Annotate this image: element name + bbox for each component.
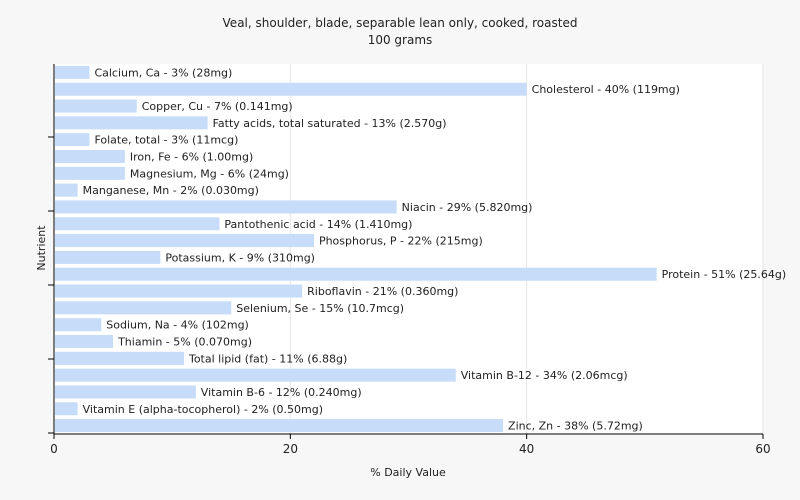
bar-label: Fatty acids, total saturated - 13% (2.57…: [213, 117, 447, 130]
x-tick-label: 40: [519, 442, 534, 456]
bar: [55, 368, 456, 382]
bar: [55, 318, 102, 332]
bar-labels-group: Calcium, Ca - 3% (28mg) Cholesterol - 40%…: [83, 66, 787, 432]
bar-label: Calcium, Ca - 3% (28mg): [94, 66, 232, 79]
bars-group: [55, 65, 657, 433]
bar: [55, 234, 314, 248]
bar-label: Vitamin E (alpha-tocopherol) - 2% (0.50m…: [83, 403, 323, 416]
x-axis-label: % Daily Value: [370, 466, 446, 479]
bar-label: Cholesterol - 40% (119mg): [532, 83, 680, 96]
bar: [55, 65, 90, 79]
bar-label: Copper, Cu - 7% (0.141mg): [142, 100, 293, 113]
bar: [55, 385, 196, 399]
bar-label: Protein - 51% (25.64g): [662, 268, 787, 281]
bar: [55, 166, 125, 180]
bar-label: Vitamin B-6 - 12% (0.240mg): [201, 386, 362, 399]
bar: [55, 150, 125, 163]
bar: [55, 301, 232, 315]
bar-label: Zinc, Zn - 38% (5.72mg): [508, 420, 643, 433]
tick-labels-group: 0 20 40 60: [50, 442, 770, 456]
bar-label: Pantothenic acid - 14% (1.410mg): [224, 218, 412, 231]
bar-label: Iron, Fe - 6% (1.00mg): [130, 151, 253, 164]
x-tick-label: 0: [50, 442, 58, 456]
bar: [55, 419, 504, 433]
bar-label: Sodium, Na - 4% (102mg): [106, 319, 249, 332]
bar: [55, 116, 208, 130]
bar-label: Phosphorus, P - 22% (215mg): [319, 235, 483, 248]
bar-label: Niacin - 29% (5.820mg): [402, 201, 533, 214]
bar: [55, 82, 527, 96]
bar: [55, 351, 184, 365]
bar-label: Manganese, Mn - 2% (0.030mg): [83, 184, 259, 197]
bar: [55, 200, 397, 214]
bar-label: Thiamin - 5% (0.070mg): [117, 336, 252, 349]
y-axis-label: Nutrient: [35, 225, 48, 271]
bar-label: Selenium, Se - 15% (10.7mcg): [236, 302, 404, 315]
bar: [55, 133, 90, 147]
bar-label: Total lipid (fat) - 11% (6.88g): [188, 352, 347, 365]
bar: [55, 335, 114, 348]
chart-title: Veal, shoulder, blade, separable lean on…: [223, 16, 578, 30]
bar: [55, 284, 303, 298]
bar: [55, 183, 78, 197]
bar: [55, 99, 137, 113]
bar: [55, 267, 657, 281]
bar-label: Magnesium, Mg - 6% (24mg): [130, 167, 289, 180]
bar: [55, 250, 161, 264]
bar-label: Folate, total - 3% (11mcg): [94, 134, 238, 147]
chart-subtitle: 100 grams: [368, 33, 433, 47]
bar-label: Riboflavin - 21% (0.360mg): [307, 285, 458, 298]
bar-label: Potassium, K - 9% (310mg): [165, 251, 315, 264]
x-tick-label: 20: [283, 442, 298, 456]
axes-group: [48, 64, 764, 439]
bar-label: Vitamin B-12 - 34% (2.06mcg): [461, 369, 628, 382]
bar: [55, 217, 220, 231]
bar: [55, 402, 78, 416]
x-tick-label: 60: [755, 442, 770, 456]
